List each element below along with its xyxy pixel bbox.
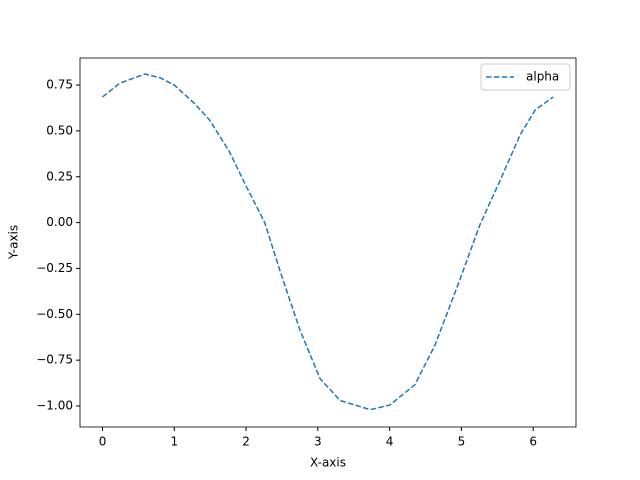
x-tick-label: 2 [242, 435, 250, 449]
legend-box [480, 63, 571, 91]
y-axis-label: Y-axis [7, 225, 21, 260]
legend-label: alpha [526, 70, 559, 84]
x-tick-label: 1 [170, 435, 178, 449]
x-tick-label: 3 [314, 435, 322, 449]
y-tick-label: 0.75 [46, 78, 73, 92]
y-tick-label: −1.00 [36, 399, 73, 413]
x-tick-label: 5 [458, 435, 466, 449]
x-tick-label: 6 [529, 435, 537, 449]
y-tick-label: 0.00 [46, 215, 73, 229]
x-tick-label: 4 [386, 435, 394, 449]
y-tick-label: −0.75 [36, 353, 73, 367]
axes-frame [79, 57, 577, 428]
y-tick-label: 0.25 [46, 169, 73, 183]
y-tick-label: −0.25 [36, 261, 73, 275]
data-line [102, 73, 554, 411]
x-axis-label: X-axis [310, 456, 346, 470]
y-tick-label: 0.50 [46, 123, 73, 137]
y-tick-label: −0.50 [36, 307, 73, 321]
x-tick-label: 0 [99, 435, 107, 449]
